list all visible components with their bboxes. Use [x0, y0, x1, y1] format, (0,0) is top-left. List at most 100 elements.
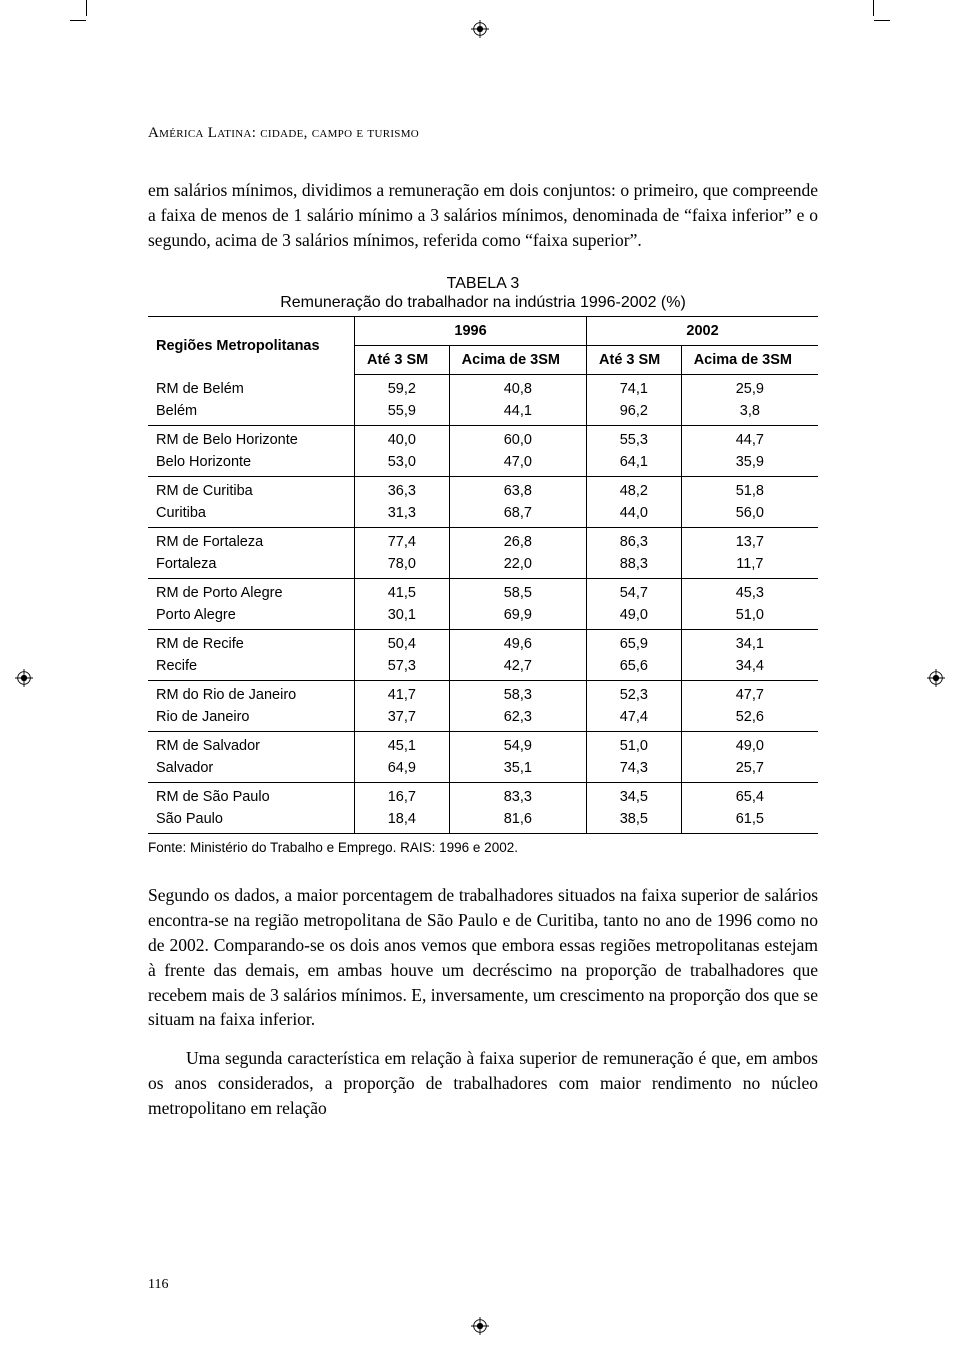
table-cell-value: 64,1 — [587, 451, 682, 477]
table-cell-value: 65,9 — [587, 630, 682, 656]
table-row: Recife57,342,765,634,4 — [148, 655, 818, 681]
table-subheader: Até 3 SM — [355, 346, 450, 375]
table-cell-region: RM de Belo Horizonte — [148, 426, 355, 452]
table-cell-value: 78,0 — [355, 553, 450, 579]
table-cell-value: 40,8 — [449, 375, 586, 401]
table-cell-value: 65,4 — [681, 783, 818, 809]
table-cell-value: 45,1 — [355, 732, 450, 758]
table-cell-value: 96,2 — [587, 400, 682, 426]
running-head: América Latina: cidade, campo e turismo — [148, 125, 818, 142]
table-row: RM de Salvador45,154,951,049,0 — [148, 732, 818, 758]
table-cell-region: RM do Rio de Janeiro — [148, 681, 355, 707]
table-cell-value: 25,7 — [681, 757, 818, 783]
table-cell-value: 26,8 — [449, 528, 586, 554]
table-cell-region: RM de Belém — [148, 375, 355, 401]
table-row: RM de Belém59,240,874,125,9 — [148, 375, 818, 401]
table-row: Salvador64,935,174,325,7 — [148, 757, 818, 783]
table-cell-region: RM de Fortaleza — [148, 528, 355, 554]
table-cell-value: 54,7 — [587, 579, 682, 605]
table-cell-value: 35,9 — [681, 451, 818, 477]
table-subheader: Até 3 SM — [587, 346, 682, 375]
table-cell-value: 3,8 — [681, 400, 818, 426]
table-cell-value: 64,9 — [355, 757, 450, 783]
table-cell-value: 55,3 — [587, 426, 682, 452]
table-cell-value: 69,9 — [449, 604, 586, 630]
table-row: RM de Porto Alegre41,558,554,745,3 — [148, 579, 818, 605]
table-cell-region: Porto Alegre — [148, 604, 355, 630]
table-cell-value: 59,2 — [355, 375, 450, 401]
table-source: Fonte: Ministério do Trabalho e Emprego.… — [148, 840, 818, 855]
table-cell-region: RM de Salvador — [148, 732, 355, 758]
table-cell-value: 47,4 — [587, 706, 682, 732]
table-cell-value: 86,3 — [587, 528, 682, 554]
table-cell-value: 48,2 — [587, 477, 682, 503]
table-cell-value: 44,7 — [681, 426, 818, 452]
table-cell-region: RM de São Paulo — [148, 783, 355, 809]
table-row: RM de São Paulo16,783,334,565,4 — [148, 783, 818, 809]
table-row: RM de Fortaleza77,426,886,313,7 — [148, 528, 818, 554]
page-content: América Latina: cidade, campo e turismo … — [148, 125, 818, 1135]
table-cell-value: 41,5 — [355, 579, 450, 605]
table-row: RM de Curitiba36,363,848,251,8 — [148, 477, 818, 503]
table-cell-value: 55,9 — [355, 400, 450, 426]
table-cell-value: 49,0 — [681, 732, 818, 758]
table-cell-value: 50,4 — [355, 630, 450, 656]
table-cell-value: 47,7 — [681, 681, 818, 707]
table-cell-value: 35,1 — [449, 757, 586, 783]
table-cell-value: 25,9 — [681, 375, 818, 401]
table-body: RM de Belém59,240,874,125,9Belém55,944,1… — [148, 375, 818, 834]
table-cell-value: 61,5 — [681, 808, 818, 834]
table-cell-value: 52,6 — [681, 706, 818, 732]
registration-mark-icon — [471, 20, 489, 38]
crop-mark — [70, 20, 86, 21]
table-row: RM de Belo Horizonte40,060,055,344,7 — [148, 426, 818, 452]
table-cell-value: 49,0 — [587, 604, 682, 630]
table-cell-value: 58,3 — [449, 681, 586, 707]
table-cell-value: 13,7 — [681, 528, 818, 554]
paragraph: Uma segunda característica em relação à … — [148, 1046, 818, 1121]
table-cell-value: 34,1 — [681, 630, 818, 656]
table-cell-value: 58,5 — [449, 579, 586, 605]
table-cell-region: Fortaleza — [148, 553, 355, 579]
table-row: Curitiba31,368,744,056,0 — [148, 502, 818, 528]
table-header-year: 1996 — [355, 317, 587, 346]
table-cell-value: 45,3 — [681, 579, 818, 605]
paragraph-text: Uma segunda característica em relação à … — [148, 1048, 818, 1118]
table-cell-value: 65,6 — [587, 655, 682, 681]
table-cell-value: 54,9 — [449, 732, 586, 758]
table-cell-value: 41,7 — [355, 681, 450, 707]
table-cell-value: 74,3 — [587, 757, 682, 783]
crop-mark — [874, 20, 890, 21]
table-title: Remuneração do trabalhador na indústria … — [148, 294, 818, 312]
table-cell-value: 51,0 — [681, 604, 818, 630]
table-label: TABELA 3 — [148, 273, 818, 295]
table-row: Belém55,944,196,23,8 — [148, 400, 818, 426]
table-cell-value: 34,4 — [681, 655, 818, 681]
table-cell-value: 31,3 — [355, 502, 450, 528]
table-cell-value: 68,7 — [449, 502, 586, 528]
crop-mark — [86, 0, 87, 16]
table-header-region: Regiões Metropolitanas — [148, 317, 355, 375]
table-cell-region: São Paulo — [148, 808, 355, 834]
paragraph: em salários mínimos, dividimos a remuner… — [148, 178, 818, 253]
registration-mark-icon — [927, 669, 945, 687]
table-cell-value: 44,0 — [587, 502, 682, 528]
table-cell-value: 36,3 — [355, 477, 450, 503]
table-subheader: Acima de 3SM — [681, 346, 818, 375]
table-cell-value: 22,0 — [449, 553, 586, 579]
table-cell-value: 77,4 — [355, 528, 450, 554]
table-cell-value: 60,0 — [449, 426, 586, 452]
table-cell-value: 56,0 — [681, 502, 818, 528]
table-cell-value: 52,3 — [587, 681, 682, 707]
table-cell-region: RM de Recife — [148, 630, 355, 656]
table-cell-value: 47,0 — [449, 451, 586, 477]
table-cell-value: 38,5 — [587, 808, 682, 834]
table-cell-value: 11,7 — [681, 553, 818, 579]
crop-mark — [873, 0, 874, 16]
data-table: Regiões Metropolitanas 1996 2002 Até 3 S… — [148, 316, 818, 834]
table-cell-region: RM de Curitiba — [148, 477, 355, 503]
table-cell-region: RM de Porto Alegre — [148, 579, 355, 605]
registration-mark-icon — [471, 1317, 489, 1335]
table-cell-value: 44,1 — [449, 400, 586, 426]
table-cell-value: 62,3 — [449, 706, 586, 732]
